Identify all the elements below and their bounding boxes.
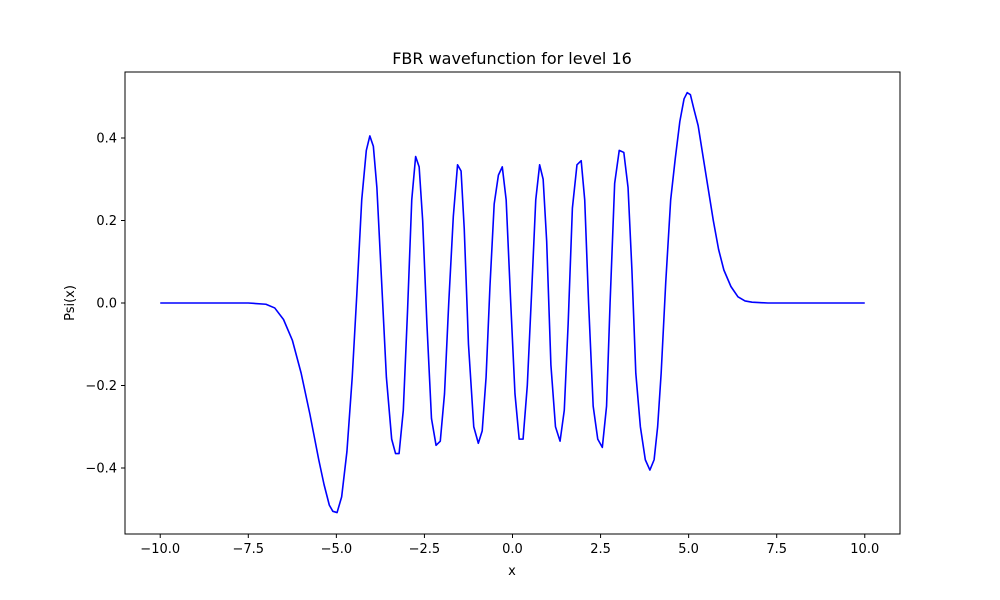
x-axis-title: x — [508, 564, 516, 579]
chart-title: FBR wavefunction for level 16 — [392, 49, 632, 68]
y-tick-label: −0.4 — [85, 462, 117, 477]
x-tick-label: 0.0 — [502, 542, 523, 557]
y-tick-label: 0.0 — [96, 297, 117, 312]
x-tick-label: 7.5 — [766, 542, 787, 557]
x-tick-label: 2.5 — [590, 542, 611, 557]
x-tick-label: −2.5 — [409, 542, 441, 557]
x-tick-label: 10.0 — [850, 542, 879, 557]
series-line-0 — [160, 91, 865, 514]
x-tick-label: 5.0 — [678, 542, 699, 557]
x-tick-label: −7.5 — [233, 542, 265, 557]
x-tick-label: −10.0 — [140, 542, 180, 557]
y-axis-title: Psi(x) — [63, 285, 78, 321]
plot-area: −10.0 −7.5 −5.0 −2.5 0.0 2.5 5.0 7.5 10.0 −0.4 −0.… — [85, 71, 901, 557]
y-tick-label: −0.2 — [85, 379, 117, 394]
x-tick-label: −5.0 — [321, 542, 353, 557]
y-tick-label: 0.4 — [96, 132, 117, 147]
y-tick-label: 0.2 — [96, 214, 117, 229]
